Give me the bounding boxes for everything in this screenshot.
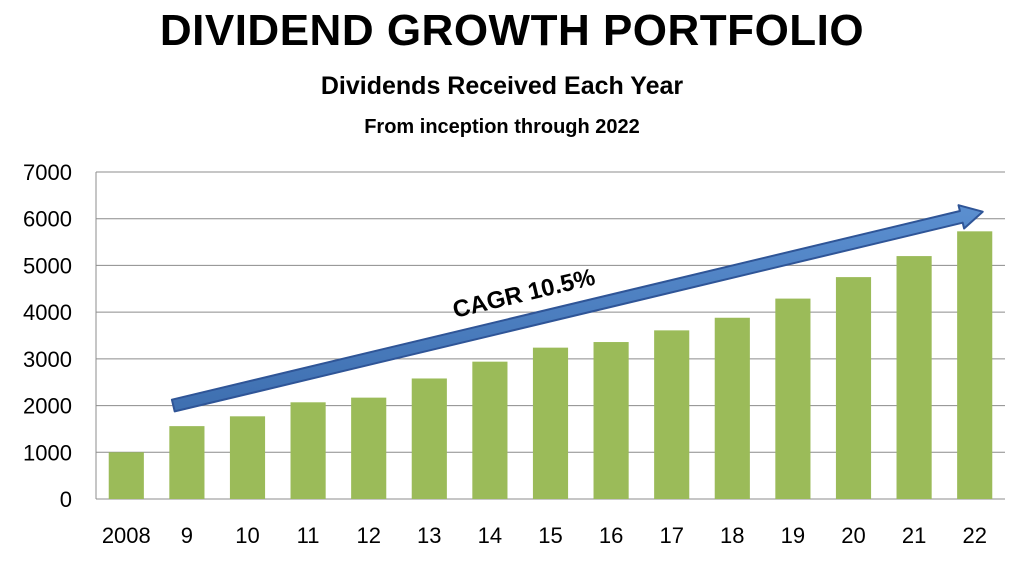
x-tick-label: 17: [659, 523, 683, 548]
bar: [351, 397, 387, 499]
chart-title: DIVIDEND GROWTH PORTFOLIO: [159, 6, 865, 55]
y-tick-label: 6000: [23, 207, 72, 232]
x-tick-label: 15: [538, 523, 562, 548]
y-tick-label: 4000: [23, 300, 72, 325]
y-tick-label: 0: [60, 487, 72, 512]
y-tick-label: 1000: [23, 440, 72, 465]
bar: [229, 416, 266, 499]
x-tick-label: 18: [720, 523, 744, 548]
x-tick-label: 12: [356, 523, 380, 548]
bars: [108, 231, 993, 499]
x-tick-label: 21: [902, 523, 926, 548]
bar: [835, 277, 872, 499]
bar: [896, 256, 932, 499]
y-tick-label: 3000: [23, 347, 72, 372]
bar: [411, 378, 447, 499]
chart-subtitle-range: From inception through 2022: [364, 116, 640, 138]
y-tick-label: 2000: [23, 394, 72, 419]
x-tick-label: 14: [478, 523, 502, 548]
x-axis-ticks: 2008 9 10 11 12 13 14 15 16 17 18 19 20 21 22: [102, 523, 987, 548]
y-tick-label: 7000: [23, 160, 72, 185]
bar: [532, 347, 569, 499]
x-tick-label: 20: [841, 523, 865, 548]
bar: [593, 342, 629, 499]
bar: [714, 317, 750, 499]
x-tick-label: 13: [417, 523, 441, 548]
bar: [108, 452, 144, 499]
y-axis-ticks: 0 1000 2000 3000 4000 5000 6000 7000: [23, 160, 72, 512]
bar: [654, 330, 690, 499]
bar: [472, 361, 508, 499]
x-tick-label: 19: [781, 523, 805, 548]
x-tick-label: 2008: [102, 523, 151, 548]
x-tick-label: 9: [181, 523, 193, 548]
bar: [957, 231, 993, 499]
x-tick-label: 10: [235, 523, 259, 548]
x-tick-label: 16: [599, 523, 623, 548]
chart-subtitle: Dividends Received Each Year: [320, 72, 684, 100]
x-tick-label: 22: [962, 523, 986, 548]
bar: [775, 298, 811, 499]
x-tick-label: 11: [297, 523, 320, 548]
cagr-arrow-shape: [170, 204, 984, 413]
bar: [290, 402, 326, 499]
cagr-arrow: [170, 204, 984, 413]
y-tick-label: 5000: [23, 253, 72, 278]
bar: [169, 426, 205, 499]
